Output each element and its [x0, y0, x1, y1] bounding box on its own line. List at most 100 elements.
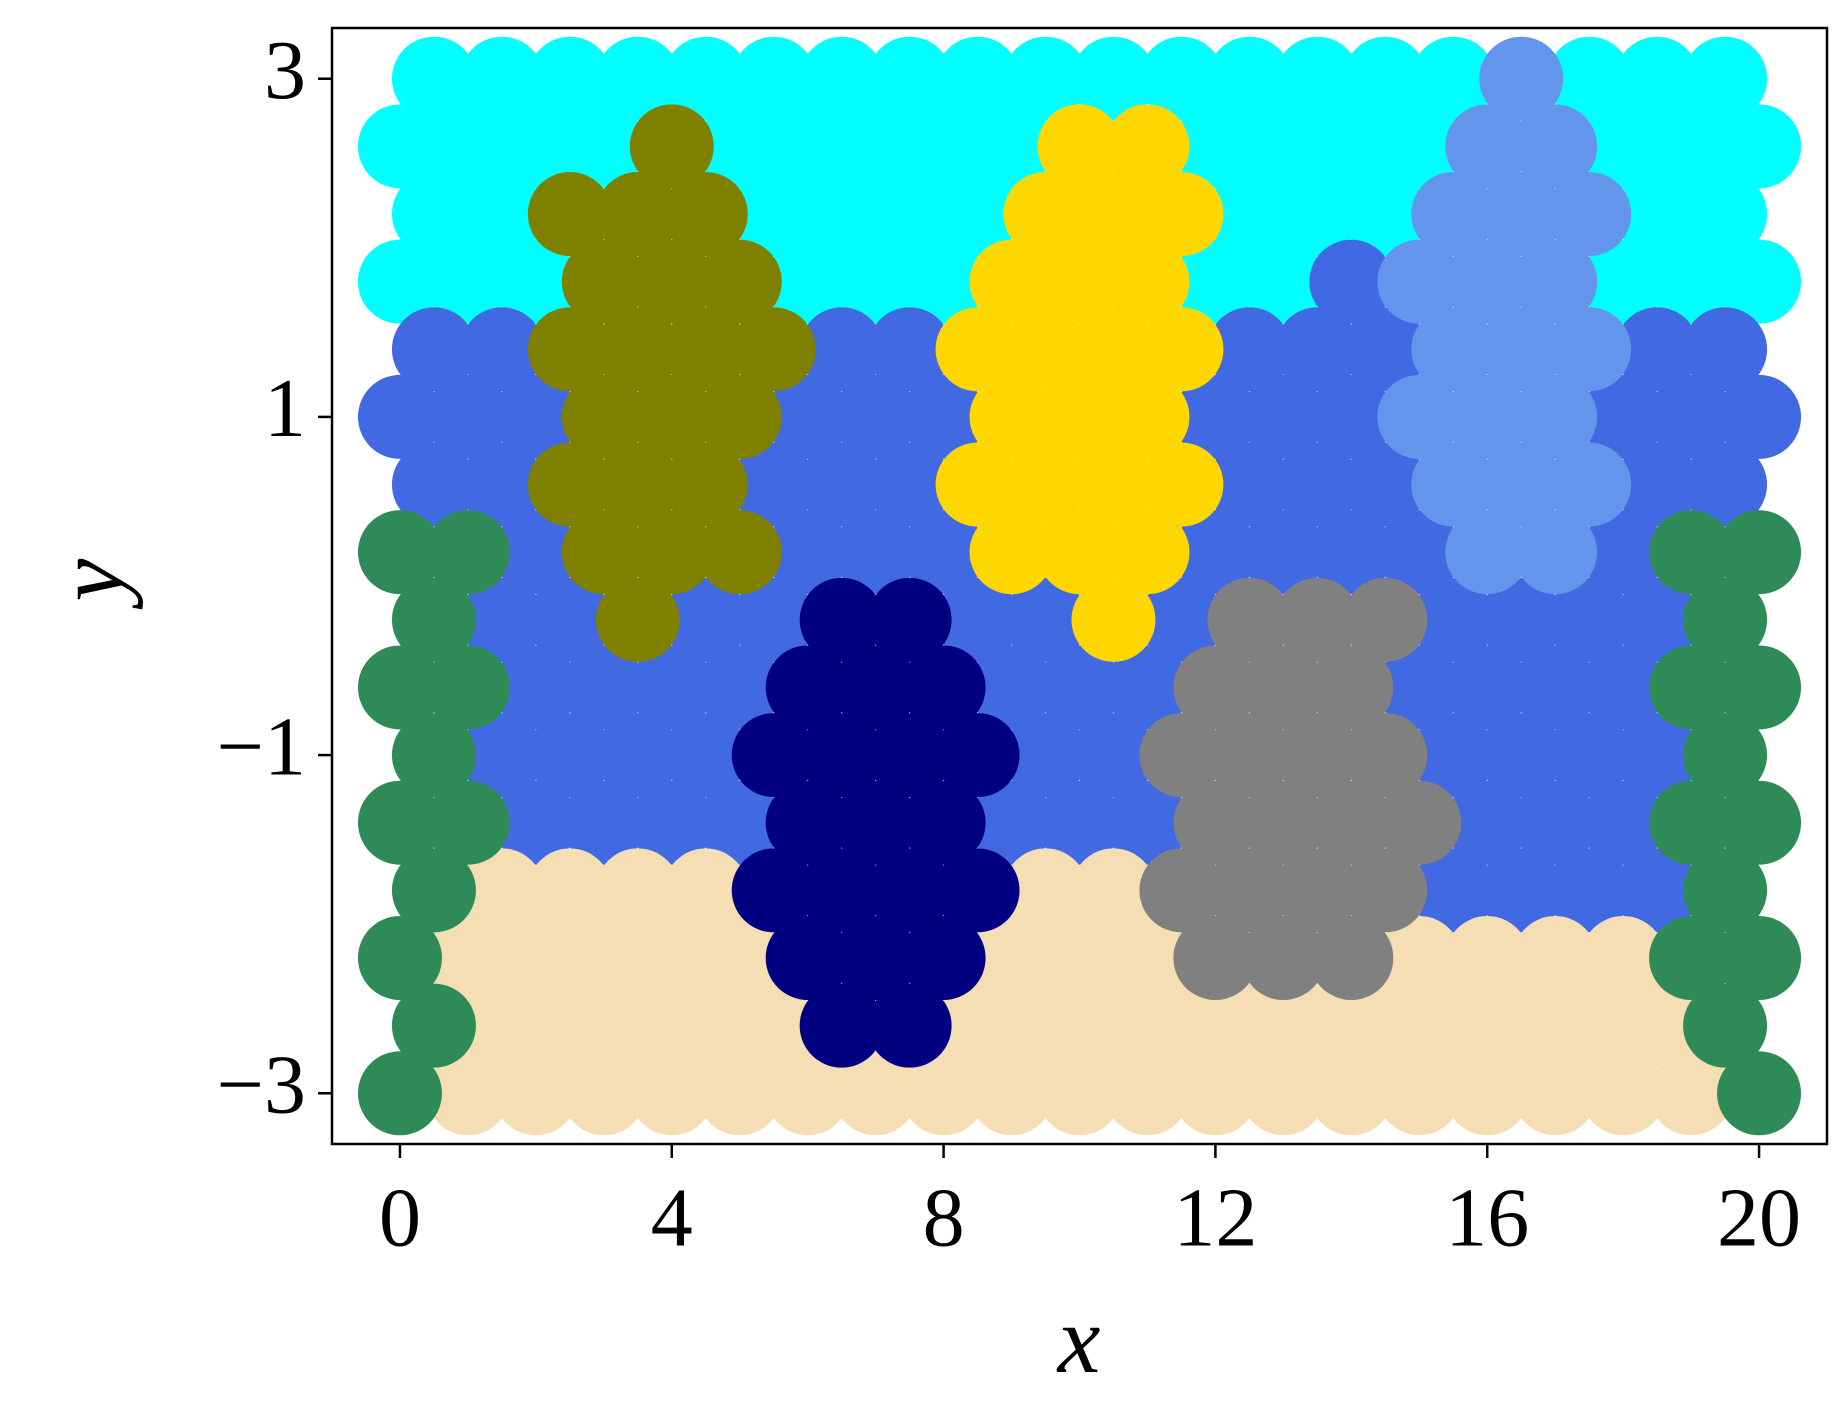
scatter-point — [391, 36, 476, 121]
scatter-point — [935, 713, 1020, 798]
scatter-point — [357, 104, 442, 189]
scatter-point — [731, 172, 816, 256]
scatter-point — [833, 1051, 918, 1136]
scatter-point — [1717, 510, 1802, 595]
scatter-point — [595, 172, 680, 256]
scatter-point — [935, 36, 1020, 121]
scatter-point — [697, 916, 782, 1000]
scatter-point — [1649, 780, 1734, 865]
scatter-point — [1037, 645, 1122, 730]
scatter-point — [935, 442, 1020, 527]
scatter-point — [663, 307, 748, 392]
x-axis-label: x — [1056, 1286, 1101, 1393]
scatter-point — [1717, 916, 1802, 1000]
scatter-point — [561, 780, 646, 865]
scatter-point — [935, 307, 1020, 392]
plot-points — [357, 36, 1802, 1136]
scatter-point — [561, 104, 646, 189]
scatter-point — [1581, 780, 1666, 865]
scatter-point — [459, 983, 544, 1068]
scatter-point — [1275, 307, 1360, 392]
scatter-point — [459, 172, 544, 256]
scatter-point — [391, 848, 476, 933]
scatter-point — [1037, 374, 1122, 459]
scatter-point — [1173, 1051, 1258, 1136]
scatter-point — [1479, 577, 1564, 662]
scatter-point — [1513, 916, 1598, 1000]
scatter-point — [969, 374, 1054, 459]
scatter-point — [799, 36, 884, 121]
scatter-point — [1139, 172, 1224, 256]
scatter-point — [1173, 104, 1258, 189]
scatter-point — [1649, 916, 1734, 1000]
scatter-point — [561, 239, 646, 324]
scatter-point — [595, 36, 680, 121]
scatter-point — [493, 916, 578, 1000]
scatter-point — [1309, 510, 1394, 595]
scatter-point — [629, 780, 714, 865]
scatter-point — [357, 780, 442, 865]
scatter-point — [629, 510, 714, 595]
scatter-point — [867, 577, 952, 662]
scatter-point — [493, 780, 578, 865]
scatter-point — [391, 713, 476, 798]
scatter-point — [1411, 172, 1496, 256]
scatter-point — [527, 848, 612, 933]
scatter-point — [1037, 916, 1122, 1000]
scatter-point — [595, 307, 680, 392]
scatter-point — [1615, 577, 1700, 662]
scatter-point — [1479, 848, 1564, 933]
scatter-point — [391, 172, 476, 256]
scatter-point — [1309, 780, 1394, 865]
scatter-point — [1241, 374, 1326, 459]
scatter-point — [1241, 645, 1326, 730]
scatter-point — [1207, 307, 1292, 392]
scatter-point — [1105, 916, 1190, 1000]
scatter-point — [1275, 713, 1360, 798]
scatter-point — [1003, 442, 1088, 527]
scatter-point — [629, 1051, 714, 1136]
scatter-point — [1105, 1051, 1190, 1136]
scatter-point — [357, 239, 442, 324]
scatter-point — [357, 645, 442, 730]
scatter-point — [969, 645, 1054, 730]
scatter-point — [1003, 172, 1088, 256]
scatter-point — [901, 780, 986, 865]
scatter-point — [493, 645, 578, 730]
scatter-point — [1649, 239, 1734, 324]
scatter-point — [1513, 239, 1598, 324]
scatter-point — [1207, 36, 1292, 121]
scatter-point — [731, 577, 816, 662]
scatter-point — [1343, 36, 1428, 121]
scatter-point — [1513, 104, 1598, 189]
scatter-point — [425, 1051, 510, 1136]
scatter-point — [1377, 780, 1462, 865]
scatter-point — [1445, 374, 1530, 459]
scatter-point — [1241, 510, 1326, 595]
scatter-point — [1343, 713, 1428, 798]
scatter-point — [1615, 983, 1700, 1068]
scatter-point — [1105, 374, 1190, 459]
scatter-point — [425, 916, 510, 1000]
scatter-point — [1445, 780, 1530, 865]
scatter-point — [765, 780, 850, 865]
scatter-point — [1547, 36, 1632, 121]
scatter-point — [867, 983, 952, 1068]
scatter-point — [867, 713, 952, 798]
scatter-point — [867, 36, 952, 121]
scatter-point — [1173, 645, 1258, 730]
scatter-point — [595, 577, 680, 662]
scatter-point — [1173, 780, 1258, 865]
y-axis-label: y — [36, 558, 143, 610]
scatter-point — [1241, 1051, 1326, 1136]
scatter-point — [1241, 780, 1326, 865]
scatter-point — [799, 713, 884, 798]
scatter-point — [1513, 374, 1598, 459]
y-tick-label: 3 — [264, 24, 306, 117]
scatter-point — [459, 307, 544, 392]
axes-frame — [330, 26, 1829, 1146]
scatter-point — [1513, 780, 1598, 865]
scatter-point — [1649, 510, 1734, 595]
scatter-point — [1615, 36, 1700, 121]
scatter-point — [1275, 983, 1360, 1068]
